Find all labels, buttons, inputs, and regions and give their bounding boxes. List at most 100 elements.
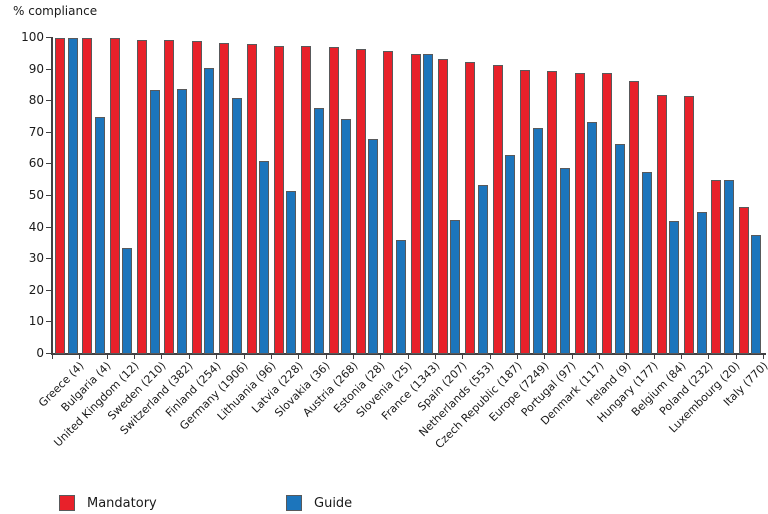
bar-mandatory (164, 40, 175, 354)
x-tick-mark (708, 354, 710, 359)
x-tick-mark (462, 354, 464, 359)
bar-guide (751, 235, 762, 354)
bar-guide (532, 128, 543, 354)
legend-label-mandatory: Mandatory (87, 495, 157, 511)
bar-mandatory (629, 81, 640, 354)
bar-guide (286, 191, 297, 354)
bar-mandatory (273, 46, 284, 354)
x-tick-mark (270, 354, 272, 359)
x-tick-mark (571, 354, 573, 359)
y-tick-label: 80 (28, 93, 44, 108)
plot-area: 0 10 20 30 40 50 60 70 80 90 100 (21, 31, 766, 359)
bar-guide (669, 221, 680, 354)
x-tick-mark (763, 354, 765, 359)
y-tick-label: 90 (28, 61, 44, 76)
y-tick-label: 100 (21, 30, 44, 44)
x-tick-mark (735, 354, 737, 359)
bar-mandatory (602, 73, 612, 354)
y-tick-mark (46, 195, 51, 196)
legend-label-guide: Guide (314, 495, 353, 511)
bar-mandatory (246, 44, 257, 354)
y-tick-label: 60 (28, 156, 44, 171)
x-tick-mark (599, 354, 600, 359)
bar-mandatory (82, 38, 93, 354)
bar-guide (204, 68, 215, 354)
bar-mandatory (465, 62, 476, 354)
bar-guide (587, 122, 598, 354)
x-tick-mark (134, 354, 136, 359)
y-tick-mark (46, 131, 51, 133)
bar-guide (259, 161, 269, 354)
x-tick-mark (681, 354, 683, 359)
bar-mandatory (55, 38, 65, 354)
y-tick-mark (46, 289, 51, 291)
y-tick-label: 70 (28, 124, 44, 139)
x-tick-mark (434, 354, 436, 359)
legend-item-guide: Guide (286, 495, 352, 511)
y-tick-mark (46, 353, 51, 354)
bar-mandatory (574, 73, 585, 354)
y-tick-mark (46, 163, 51, 165)
bar-mandatory (738, 207, 749, 354)
bar-mandatory (328, 47, 339, 354)
y-tick-mark (46, 226, 51, 228)
y-tick-mark (46, 68, 51, 70)
bar-mandatory (437, 59, 448, 354)
x-tick-mark (243, 354, 245, 359)
x-tick-mark (352, 354, 354, 359)
x-tick-mark (380, 354, 382, 359)
legend-item-mandatory: Mandatory (59, 495, 157, 511)
mandatory-swatch-icon (59, 495, 75, 511)
bar-mandatory (219, 43, 230, 354)
bar-guide (641, 172, 652, 354)
y-tick-mark (46, 37, 51, 38)
y-axis-title: % compliance (13, 4, 98, 18)
bar-mandatory (137, 40, 148, 354)
bar-mandatory (711, 180, 722, 354)
x-tick-mark (325, 354, 327, 359)
x-axis-line (51, 353, 766, 355)
y-tick-mark (46, 100, 51, 102)
y-tick-label: 30 (28, 251, 44, 266)
x-tick-mark (188, 354, 190, 359)
y-tick-label: 20 (28, 282, 44, 297)
x-tick-mark (79, 354, 81, 359)
x-tick-mark (489, 354, 491, 359)
bar-mandatory (410, 54, 421, 354)
y-axis-line (51, 37, 53, 355)
legend: Mandatory Guide (0, 493, 768, 514)
bar-guide (614, 144, 625, 354)
bar-mandatory (684, 96, 695, 354)
bar-mandatory (301, 46, 312, 354)
y-tick-mark (46, 321, 51, 323)
bar-mandatory (109, 38, 120, 354)
y-tick-label: 10 (28, 314, 44, 329)
x-tick-mark (161, 354, 163, 359)
bar-guide (395, 240, 406, 354)
x-tick-mark (407, 354, 409, 359)
x-tick-mark (106, 354, 108, 359)
bar-guide (67, 38, 78, 354)
guide-swatch-icon (286, 495, 302, 511)
x-tick-mark (298, 354, 300, 359)
bar-guide (505, 155, 516, 354)
bar-mandatory (520, 70, 530, 354)
bar-guide (341, 119, 351, 354)
bar-mandatory (355, 49, 366, 354)
x-tick-mark (544, 354, 546, 359)
bar-guide (122, 248, 133, 354)
bar-mandatory (383, 51, 394, 354)
y-tick-label: 0 (36, 346, 44, 360)
x-tick-mark (517, 354, 518, 359)
bar-guide (176, 89, 187, 354)
y-tick-label: 40 (28, 219, 44, 234)
bar-guide (723, 180, 734, 354)
bar-guide (696, 212, 707, 354)
bar-mandatory (492, 65, 503, 354)
x-tick-mark (52, 354, 53, 359)
bar-guide (149, 90, 160, 354)
bar-guide (231, 98, 242, 354)
bar-guide (94, 117, 105, 354)
x-tick-mark (216, 354, 218, 359)
